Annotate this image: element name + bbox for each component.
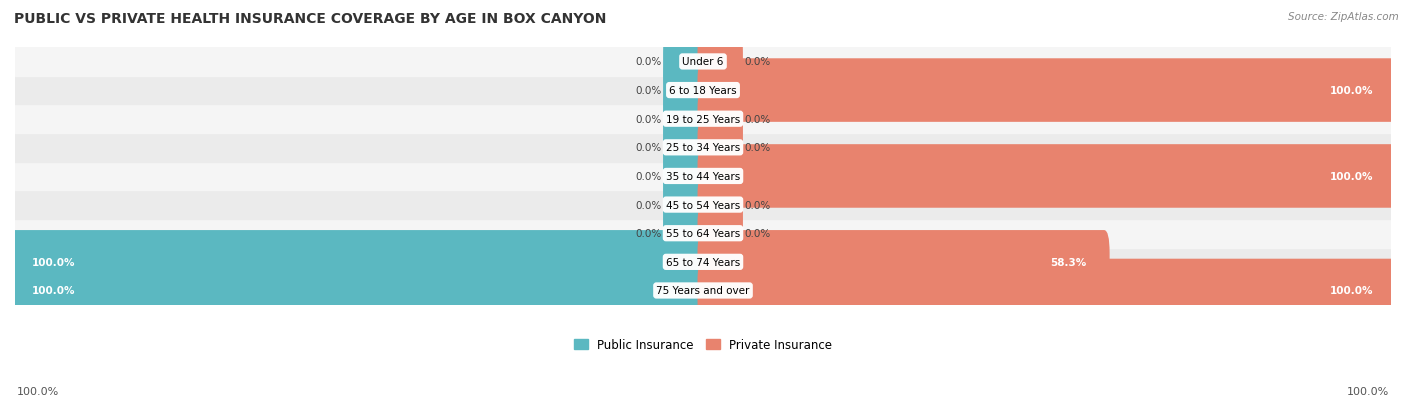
Text: 65 to 74 Years: 65 to 74 Years [666,257,740,267]
Text: 0.0%: 0.0% [744,114,770,124]
Text: 0.0%: 0.0% [636,200,662,210]
Text: 58.3%: 58.3% [1050,257,1087,267]
FancyBboxPatch shape [697,88,742,151]
Text: 100.0%: 100.0% [1330,86,1374,96]
FancyBboxPatch shape [697,230,1109,294]
Text: Under 6: Under 6 [682,57,724,67]
Bar [15,191,1391,219]
Text: 0.0%: 0.0% [636,171,662,182]
Text: 19 to 25 Years: 19 to 25 Years [666,114,740,124]
FancyBboxPatch shape [697,259,1396,323]
Text: 0.0%: 0.0% [744,57,770,67]
Text: 55 to 64 Years: 55 to 64 Years [666,229,740,239]
Bar [15,276,1391,305]
FancyBboxPatch shape [697,116,742,180]
FancyBboxPatch shape [664,88,709,151]
Text: 0.0%: 0.0% [636,86,662,96]
FancyBboxPatch shape [664,116,709,180]
FancyBboxPatch shape [697,173,742,237]
FancyBboxPatch shape [664,145,709,208]
Text: 100.0%: 100.0% [17,387,59,396]
FancyBboxPatch shape [697,31,742,94]
Text: 0.0%: 0.0% [744,229,770,239]
Text: 100.0%: 100.0% [1330,171,1374,182]
Text: PUBLIC VS PRIVATE HEALTH INSURANCE COVERAGE BY AGE IN BOX CANYON: PUBLIC VS PRIVATE HEALTH INSURANCE COVER… [14,12,606,26]
Bar [15,219,1391,248]
Text: 45 to 54 Years: 45 to 54 Years [666,200,740,210]
Bar [15,134,1391,162]
FancyBboxPatch shape [697,59,1396,123]
Text: 0.0%: 0.0% [636,229,662,239]
Text: Source: ZipAtlas.com: Source: ZipAtlas.com [1288,12,1399,22]
Text: 100.0%: 100.0% [1347,387,1389,396]
Text: 6 to 18 Years: 6 to 18 Years [669,86,737,96]
FancyBboxPatch shape [10,230,709,294]
Text: 75 Years and over: 75 Years and over [657,286,749,296]
Text: 100.0%: 100.0% [32,257,76,267]
Bar [15,105,1391,134]
Text: 0.0%: 0.0% [636,143,662,153]
Text: 0.0%: 0.0% [636,57,662,67]
FancyBboxPatch shape [697,145,1396,208]
Text: 100.0%: 100.0% [32,286,76,296]
Text: 35 to 44 Years: 35 to 44 Years [666,171,740,182]
FancyBboxPatch shape [10,259,709,323]
Text: 0.0%: 0.0% [744,143,770,153]
FancyBboxPatch shape [697,202,742,266]
FancyBboxPatch shape [664,173,709,237]
Text: 25 to 34 Years: 25 to 34 Years [666,143,740,153]
Bar [15,48,1391,76]
FancyBboxPatch shape [664,59,709,123]
Text: 0.0%: 0.0% [744,200,770,210]
Bar [15,162,1391,191]
FancyBboxPatch shape [664,31,709,94]
Text: 0.0%: 0.0% [636,114,662,124]
Legend: Public Insurance, Private Insurance: Public Insurance, Private Insurance [569,333,837,356]
FancyBboxPatch shape [664,202,709,266]
Text: 100.0%: 100.0% [1330,286,1374,296]
Bar [15,248,1391,276]
Bar [15,76,1391,105]
